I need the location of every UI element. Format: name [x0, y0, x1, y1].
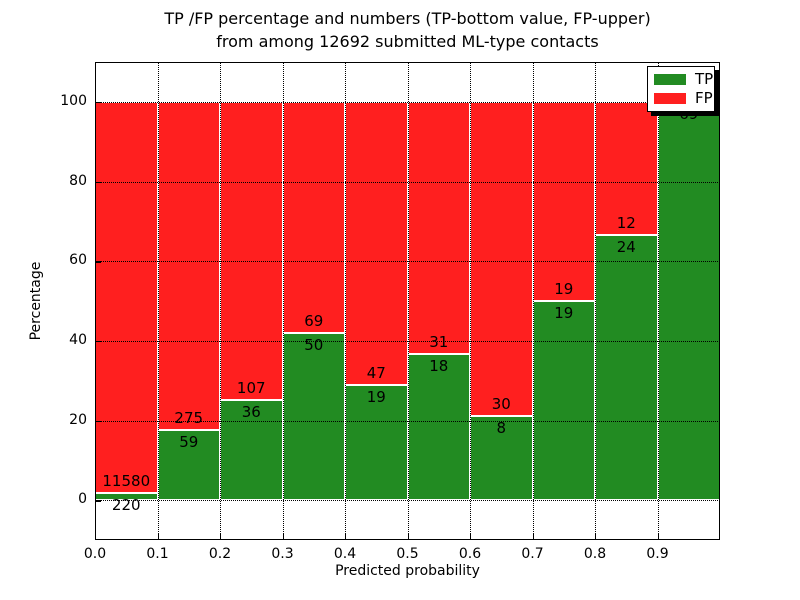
x-tick-mark	[345, 534, 347, 540]
x-tick-mark	[157, 534, 159, 540]
legend: TP FP	[647, 66, 715, 112]
x-tick-mark	[595, 534, 597, 540]
x-tick-mark	[95, 534, 97, 540]
x-tick-mark	[407, 534, 409, 540]
tp-count-label-5: 18	[429, 356, 449, 375]
y-tick-mark	[95, 181, 101, 183]
bar-segment-tp-3	[282, 332, 345, 501]
gridline-x-0.6	[470, 62, 471, 540]
x-tick-mark	[532, 534, 534, 540]
chart-title-line1: TP /FP percentage and numbers (TP-bottom…	[164, 9, 651, 28]
gridline-x-0.4	[345, 62, 346, 540]
bar-segment-fp-4	[345, 101, 408, 386]
x-tick-mark	[470, 534, 472, 540]
gridline-x-0.5	[407, 62, 409, 540]
bar-segment-tp-8	[595, 234, 658, 501]
x-tick-label-0.9: 0.9	[646, 546, 669, 562]
chart-title: TP /FP percentage and numbers (TP-bottom…	[95, 7, 720, 53]
x-tick-label-0.1: 0.1	[146, 546, 169, 562]
y-tick-mark	[95, 340, 101, 343]
y-tick-label-100: 100	[60, 92, 87, 109]
x-tick-mark	[657, 534, 659, 540]
gridline-x-0.7	[532, 62, 534, 540]
gridline-x-0.9	[657, 62, 659, 540]
fp-count-label-7: 19	[554, 280, 574, 298]
bar-segment-fp-7	[532, 101, 595, 301]
legend-item-fp: FP	[654, 89, 713, 108]
legend-label-fp: FP	[695, 89, 713, 107]
legend-label-tp: TP	[695, 70, 714, 88]
fp-count-label-4: 47	[366, 364, 386, 383]
y-axis-label: Percentage	[28, 261, 44, 341]
bar-segment-fp-3	[282, 101, 345, 333]
bar-segment-tp-1	[157, 429, 220, 501]
bar-segment-tp-9	[657, 101, 720, 501]
x-tick-label-0.4: 0.4	[333, 546, 357, 562]
x-tick-label-0.8: 0.8	[583, 546, 607, 562]
y-tick-mark	[95, 500, 101, 502]
tp-count-label-2: 36	[241, 402, 261, 421]
fp-count-label-6: 30	[491, 395, 511, 414]
bar-segment-tp-7	[532, 301, 595, 501]
gridline-x-0.1	[157, 62, 159, 540]
fp-count-label-2: 107	[236, 378, 266, 397]
tp-count-label-3: 50	[304, 335, 324, 354]
x-tick-label-0.6: 0.6	[458, 546, 482, 562]
bar-segment-tp-5	[407, 353, 470, 501]
bar-segment-fp-2	[220, 101, 283, 400]
fp-count-label-0: 11580	[102, 471, 151, 490]
y-tick-label-80: 80	[69, 172, 87, 189]
x-tick-mark	[220, 534, 222, 540]
x-tick-label-0.5: 0.5	[396, 546, 419, 562]
y-tick-mark	[95, 261, 101, 263]
tp-count-label-6: 8	[496, 419, 507, 438]
bar-segment-fp-1	[157, 101, 220, 430]
tp-count-label-8: 24	[616, 237, 636, 256]
gridline-x-0.8	[595, 62, 596, 540]
tp-count-label-7: 19	[554, 304, 574, 322]
tp-count-label-4: 19	[366, 388, 386, 407]
legend-swatch-tp	[654, 74, 686, 85]
bar-segment-fp-6	[470, 101, 533, 417]
gridline-x-0.3	[282, 62, 284, 540]
y-tick-label-60: 60	[69, 252, 87, 269]
y-tick-mark	[95, 420, 101, 422]
y-tick-label-20: 20	[69, 411, 87, 428]
x-tick-label-0.2: 0.2	[208, 546, 232, 562]
bar-segment-fp-0	[95, 101, 158, 493]
gridline-x-0.2	[220, 62, 221, 540]
bar-segment-fp-5	[407, 101, 470, 354]
x-axis-label: Predicted probability	[335, 563, 480, 579]
fp-count-label-5: 31	[429, 332, 449, 351]
bar-segment-tp-4	[345, 385, 408, 501]
y-tick-label-0: 0	[78, 491, 87, 508]
legend-swatch-fp	[654, 93, 686, 104]
x-tick-label-0.3: 0.3	[271, 546, 294, 562]
fp-count-label-1: 275	[174, 408, 204, 427]
x-tick-label-0.0: 0.0	[83, 546, 107, 562]
tp-count-label-1: 59	[179, 432, 199, 451]
fp-count-label-3: 69	[304, 311, 324, 330]
fp-count-label-8: 12	[616, 213, 636, 232]
y-tick-label-40: 40	[69, 331, 87, 348]
chart-title-line2: from among 12692 submitted ML-type conta…	[216, 32, 599, 51]
y-tick-mark	[95, 101, 101, 104]
plot-area: 11580 220 275 59 107 36 69 50 47 19 31 18 30 8 19 19 12 2…	[95, 62, 720, 540]
x-tick-label-0.7: 0.7	[521, 546, 544, 562]
x-tick-mark	[282, 534, 284, 540]
tp-count-label-0: 220	[111, 495, 141, 514]
legend-item-tp: TP	[654, 70, 713, 89]
bar-segment-tp-6	[470, 416, 533, 501]
